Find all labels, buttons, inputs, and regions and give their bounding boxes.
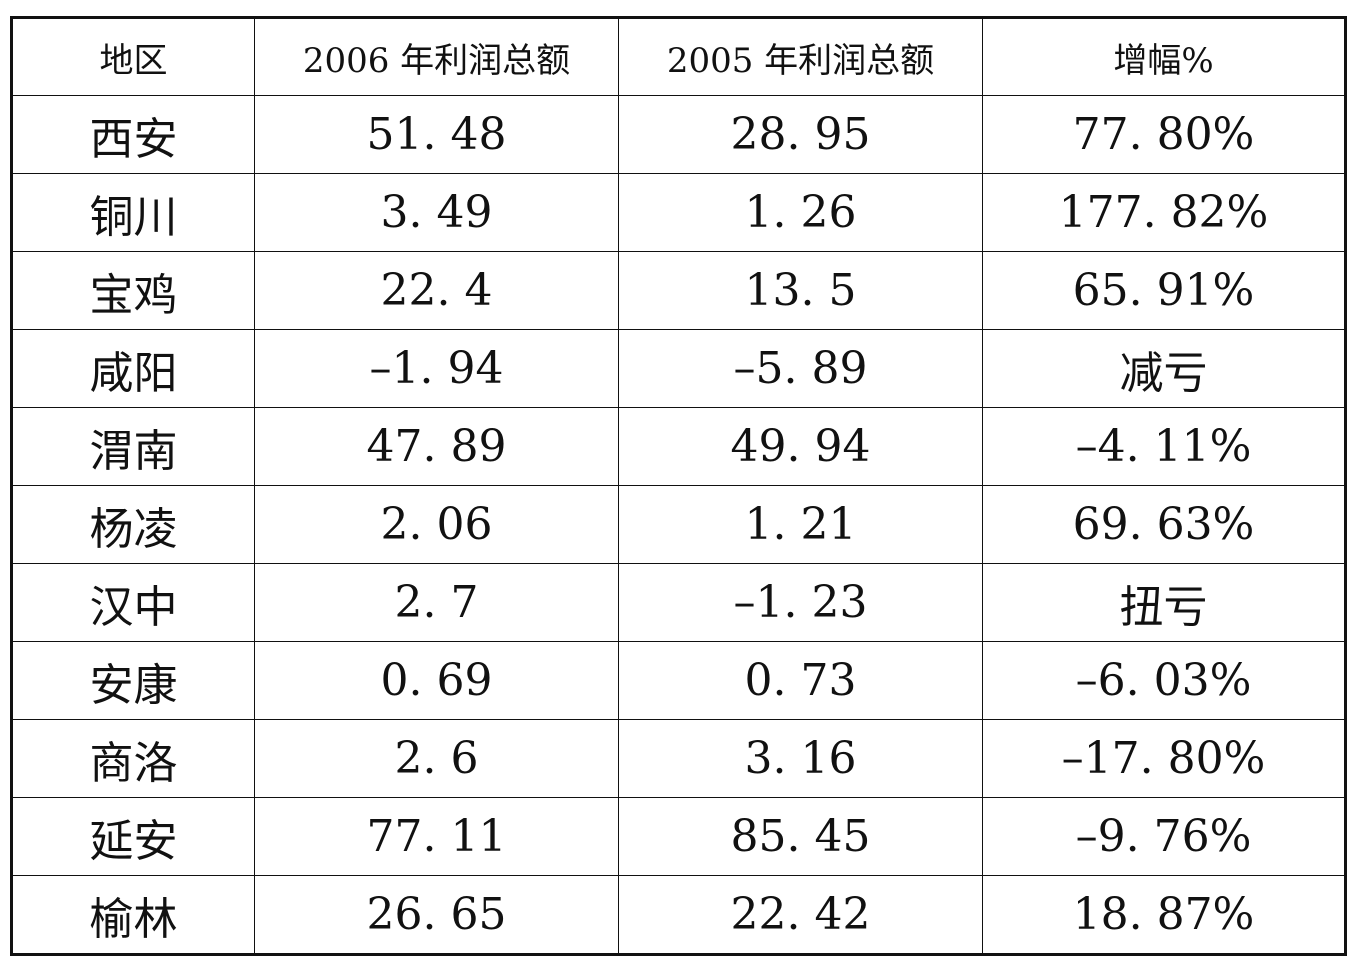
profit-2006-cell: 2. 7 — [254, 563, 619, 642]
profit-table: 地区 2006 年利润总额 2005 年利润总额 增幅% 西安 51. 48 28.… — [10, 16, 1347, 956]
growth-cell: 69. 63% — [982, 485, 1346, 564]
header-profit-2006: 2006 年利润总额 — [254, 17, 619, 96]
growth-cell: –17. 80% — [982, 719, 1346, 798]
header-region: 地区 — [11, 17, 255, 96]
region-cell: 延安 — [11, 797, 255, 876]
table-row: 汉中 2. 7 –1. 23 扭亏 — [11, 563, 1346, 642]
table-row: 西安 51. 48 28. 95 77. 80% — [11, 95, 1346, 174]
growth-cell: 177. 82% — [982, 173, 1346, 252]
growth-cell: 18. 87% — [982, 875, 1346, 955]
region-cell: 安康 — [11, 641, 255, 720]
profit-2006-cell: 22. 4 — [254, 251, 619, 330]
growth-cell: 扭亏 — [982, 563, 1346, 642]
region-cell: 铜川 — [11, 173, 255, 252]
profit-2006-cell: 51. 48 — [254, 95, 619, 174]
profit-table-container: 地区 2006 年利润总额 2005 年利润总额 增幅% 西安 51. 48 28.… — [10, 16, 1347, 956]
region-cell: 渭南 — [11, 407, 255, 486]
region-cell: 榆林 — [11, 875, 255, 955]
profit-2005-cell: 1. 26 — [618, 173, 983, 252]
profit-2005-cell: 3. 16 — [618, 719, 983, 798]
profit-2006-cell: –1. 94 — [254, 329, 619, 408]
profit-2005-cell: –5. 89 — [618, 329, 983, 408]
region-cell: 咸阳 — [11, 329, 255, 408]
profit-2006-cell: 2. 6 — [254, 719, 619, 798]
growth-cell: –4. 11% — [982, 407, 1346, 486]
profit-2006-cell: 26. 65 — [254, 875, 619, 955]
growth-cell: 77. 80% — [982, 95, 1346, 174]
profit-2005-cell: –1. 23 — [618, 563, 983, 642]
profit-2005-cell: 49. 94 — [618, 407, 983, 486]
table-row: 安康 0. 69 0. 73 –6. 03% — [11, 641, 1346, 720]
profit-2006-cell: 77. 11 — [254, 797, 619, 876]
profit-2005-cell: 1. 21 — [618, 485, 983, 564]
profit-2006-cell: 3. 49 — [254, 173, 619, 252]
region-cell: 宝鸡 — [11, 251, 255, 330]
profit-2006-cell: 2. 06 — [254, 485, 619, 564]
profit-2005-cell: 0. 73 — [618, 641, 983, 720]
table-row: 商洛 2. 6 3. 16 –17. 80% — [11, 719, 1346, 798]
region-cell: 汉中 — [11, 563, 255, 642]
profit-2005-cell: 28. 95 — [618, 95, 983, 174]
table-header-row: 地区 2006 年利润总额 2005 年利润总额 增幅% — [11, 17, 1346, 96]
profit-2005-cell: 22. 42 — [618, 875, 983, 955]
table-row: 咸阳 –1. 94 –5. 89 减亏 — [11, 329, 1346, 408]
profit-2005-cell: 13. 5 — [618, 251, 983, 330]
profit-2005-cell: 85. 45 — [618, 797, 983, 876]
growth-cell: 减亏 — [982, 329, 1346, 408]
profit-2006-cell: 0. 69 — [254, 641, 619, 720]
table-row: 渭南 47. 89 49. 94 –4. 11% — [11, 407, 1346, 486]
growth-cell: 65. 91% — [982, 251, 1346, 330]
region-cell: 西安 — [11, 95, 255, 174]
growth-cell: –9. 76% — [982, 797, 1346, 876]
table-row: 铜川 3. 49 1. 26 177. 82% — [11, 173, 1346, 252]
header-growth: 增幅% — [982, 17, 1346, 96]
table-row: 延安 77. 11 85. 45 –9. 76% — [11, 797, 1346, 876]
region-cell: 杨凌 — [11, 485, 255, 564]
header-profit-2005: 2005 年利润总额 — [618, 17, 983, 96]
table-row: 宝鸡 22. 4 13. 5 65. 91% — [11, 251, 1346, 330]
table-row: 榆林 26. 65 22. 42 18. 87% — [11, 875, 1346, 955]
table-row: 杨凌 2. 06 1. 21 69. 63% — [11, 485, 1346, 564]
profit-2006-cell: 47. 89 — [254, 407, 619, 486]
region-cell: 商洛 — [11, 719, 255, 798]
growth-cell: –6. 03% — [982, 641, 1346, 720]
